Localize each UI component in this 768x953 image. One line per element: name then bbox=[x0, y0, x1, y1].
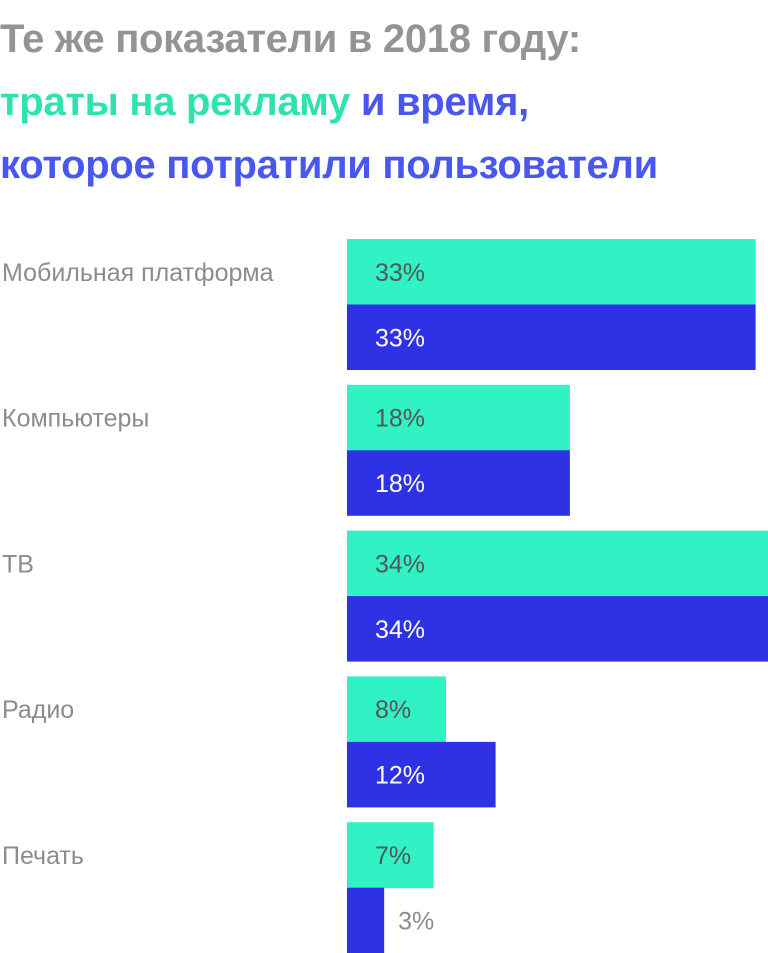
title-line-3: которое потратили пользователи bbox=[0, 143, 658, 187]
user-time-bar bbox=[347, 887, 385, 953]
user-time-value-label: 18% bbox=[375, 470, 425, 498]
ad-spend-value-label: 34% bbox=[375, 550, 425, 578]
user-time-value-label: 3% bbox=[398, 907, 434, 935]
ad-spend-bar bbox=[347, 384, 570, 451]
user-time-value-label: 33% bbox=[375, 324, 425, 352]
title-line-2: траты на рекламу и время, bbox=[0, 71, 658, 134]
ad-spend-value-label: 18% bbox=[375, 405, 425, 433]
category-label: ТВ bbox=[2, 550, 34, 578]
ad-spend-bar bbox=[347, 822, 434, 889]
ad-spend-bar bbox=[347, 676, 447, 743]
user-time-value-label: 34% bbox=[375, 616, 425, 644]
category-label: Печать bbox=[2, 842, 84, 870]
user-time-bar bbox=[347, 741, 496, 808]
ad-spend-value-label: 8% bbox=[375, 696, 411, 724]
title-line-1: Те же показатели в 2018 году: bbox=[0, 17, 581, 61]
ad-spend-value-label: 33% bbox=[375, 259, 425, 287]
user-time-value-label: 12% bbox=[375, 762, 425, 790]
user-time-bar bbox=[347, 304, 756, 370]
ad-spend-value-label: 7% bbox=[375, 842, 411, 870]
ad-spend-bar bbox=[347, 239, 756, 305]
user-time-bar bbox=[347, 450, 570, 516]
category-label: Мобильная платформа bbox=[2, 259, 274, 287]
category-label: Компьютеры bbox=[2, 405, 149, 433]
category-label: Радио bbox=[2, 696, 74, 724]
title-user-time: и время, bbox=[360, 80, 529, 124]
title-ad-spend: траты на рекламу bbox=[0, 80, 351, 124]
ad-spend-bar bbox=[347, 530, 768, 597]
user-time-bar bbox=[347, 596, 768, 662]
chart-title: Те же показатели в 2018 году: траты на р… bbox=[0, 8, 658, 197]
